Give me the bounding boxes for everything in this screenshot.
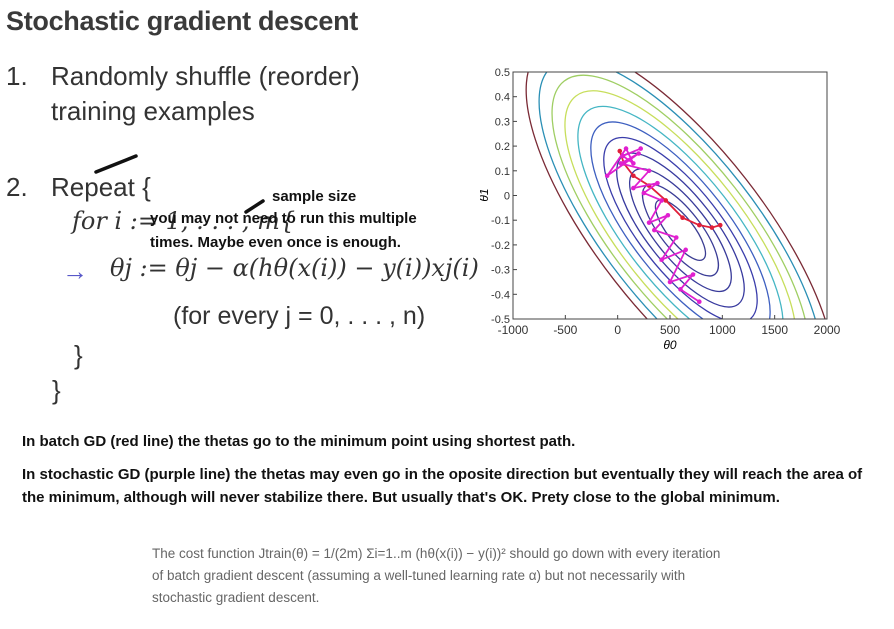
series-2-point [623, 146, 629, 151]
series-2-point [690, 272, 696, 277]
note-line-2: times. Maybe even once is enough. [150, 234, 401, 251]
series-2-point [620, 153, 626, 159]
series-2-point [646, 220, 652, 225]
descent-paths [604, 146, 723, 305]
contour-line-9 [628, 168, 732, 293]
y-axis-label: θ1 [480, 188, 491, 201]
contour-line-2 [538, 72, 823, 319]
series-1-point [717, 222, 723, 228]
series-2-point [618, 161, 624, 166]
series-2-point [678, 287, 683, 292]
x-tick-label: 1500 [761, 323, 788, 337]
y-tick-label: 0.3 [495, 116, 510, 128]
x-tick-label: 500 [660, 323, 680, 337]
sample-size-annotation: sample size [272, 188, 357, 205]
series-2-point [652, 227, 657, 233]
series-1-point [631, 173, 636, 179]
pen-stroke-2 [244, 199, 265, 214]
series-2-point [683, 247, 688, 253]
contour-line-3 [551, 74, 810, 319]
contour-line-7 [603, 136, 758, 319]
y-tick-label: 0.5 [495, 67, 510, 79]
x-tick-label: 2000 [814, 323, 841, 337]
y-tick-label: 0 [504, 191, 510, 203]
update-rule: θj := θj − α(hθ(x(i)) − y(i))xj(i) [110, 254, 479, 282]
series-1-point [663, 198, 669, 203]
contour-line-6 [590, 121, 771, 319]
series-2-point [631, 161, 636, 166]
x-tick-label: -1000 [498, 323, 529, 337]
series-2-point [646, 168, 652, 174]
y-tick-label: -0.5 [491, 314, 510, 326]
series-2-point [631, 185, 636, 191]
y-tick-label: -0.3 [491, 265, 510, 277]
contour-line-5 [577, 105, 784, 319]
inner-close-brace: } [74, 340, 83, 370]
series-2-point [659, 198, 664, 203]
note-line-1: you may not need to run this multiple [150, 210, 417, 227]
series-1-point [709, 225, 715, 230]
x-tick-label: 1000 [709, 323, 736, 337]
series-1-point [697, 222, 702, 228]
step2-number: 2. [6, 172, 28, 202]
series-2-point [659, 257, 664, 263]
for-every-line: (for every j = 0, . . . , n) [173, 302, 426, 330]
stochastic-note: In stochastic GD (purple line) the theta… [22, 466, 863, 506]
for-loop-line: for i := 1, . . . , m{ [72, 207, 296, 235]
series-2-point [638, 146, 643, 151]
footer-text: The cost function Jtrain(θ) = 1/(2m) Σi=… [152, 546, 721, 605]
y-tick-label: 0.4 [495, 92, 510, 104]
step1-number: 1. [6, 61, 28, 91]
y-tick-label: 0.2 [495, 141, 510, 153]
pen-stroke-1 [94, 154, 138, 174]
x-tick-label: 0 [614, 323, 621, 337]
axis-ticks: -1000 -500 0 500 1000 1500 2000 0.5 0.4 0.3 0.2 0.1… [491, 67, 841, 337]
x-tick-label: -500 [553, 323, 577, 337]
y-tick-label: -0.1 [491, 215, 510, 227]
y-tick-label: 0.1 [495, 166, 510, 178]
series-2-point [667, 279, 673, 285]
step2-repeat: Repeat { [51, 172, 151, 202]
series-line-2 [606, 146, 700, 303]
y-tick-label: -0.4 [491, 289, 510, 301]
series-2-point [673, 235, 679, 240]
y-tick-label: -0.2 [491, 240, 510, 252]
arrow-icon: → [62, 256, 88, 286]
slide-title: Stochastic gradient descent [6, 6, 358, 36]
contour-line-4 [564, 90, 797, 319]
series-2-point [641, 190, 647, 196]
series-2-point [636, 151, 641, 156]
x-axis-label: θ0 [663, 338, 677, 352]
series-2-point [604, 173, 610, 179]
step1-line1: Randomly shuffle (reorder) [51, 61, 360, 91]
batch-note: In batch GD (red line) the thetas go to … [22, 433, 576, 450]
series-2-point [655, 180, 660, 186]
series-2-point [697, 299, 702, 305]
series-2-point [665, 212, 671, 218]
outer-close-brace: } [52, 375, 61, 405]
series-1-point [680, 215, 685, 221]
step1-line2: training examples [51, 96, 255, 126]
contour-lines [525, 72, 827, 319]
contour-chart: -1000 -500 0 500 1000 1500 2000 0.5 0.4 0.3 0.2 0.1… [480, 67, 841, 352]
contour-line-1 [525, 72, 827, 319]
series-1-point [617, 148, 623, 154]
